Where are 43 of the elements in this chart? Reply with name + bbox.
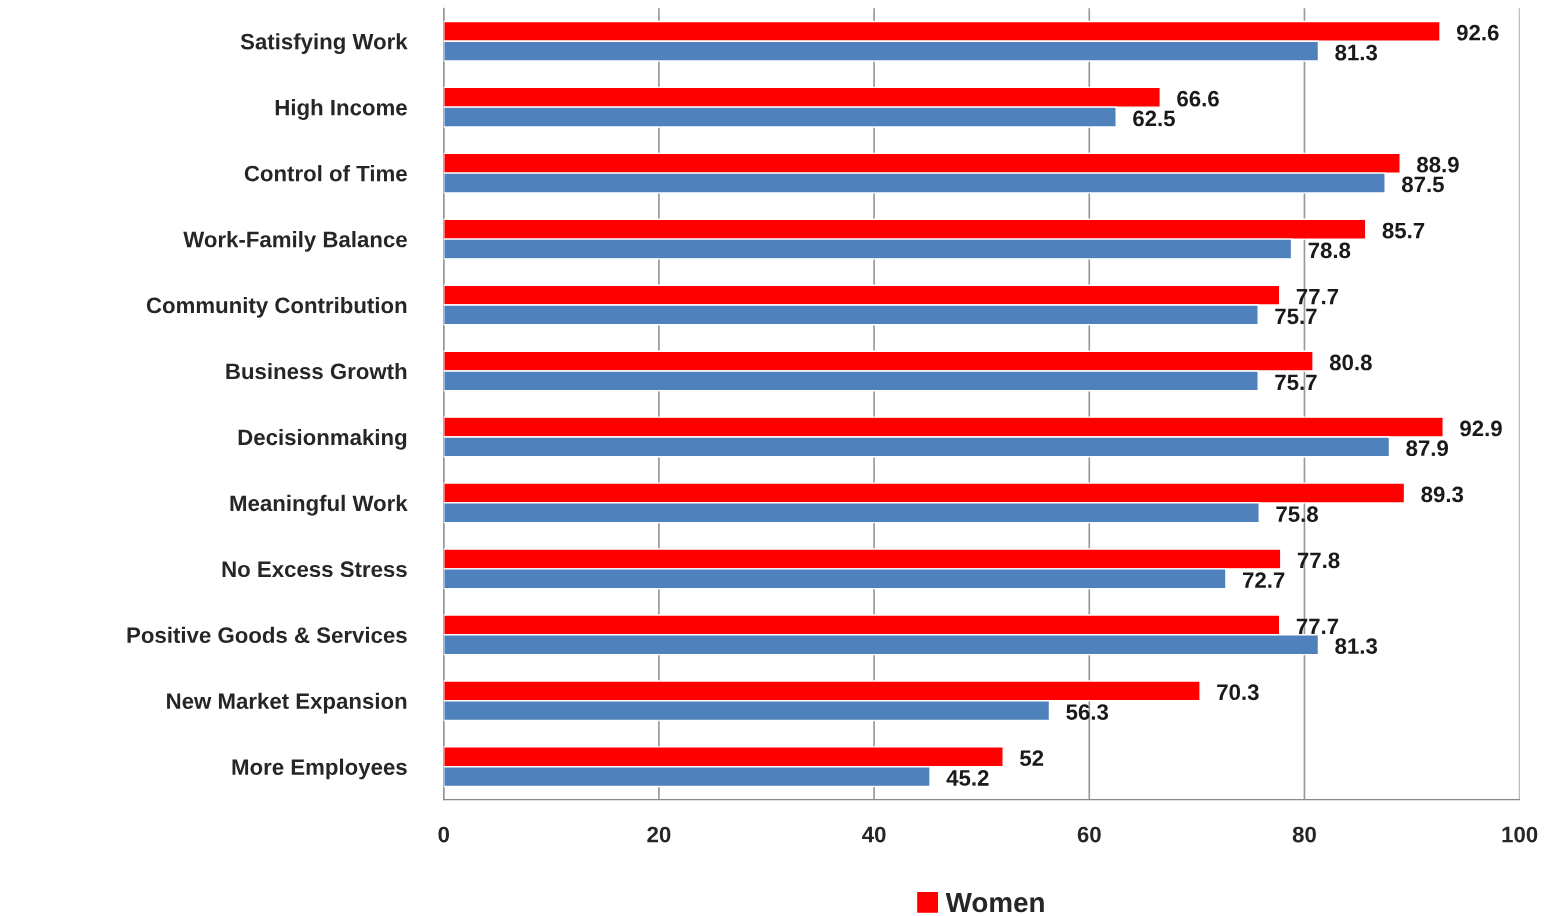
data-label: 77.8 <box>1297 552 1340 569</box>
data-label: 77.7 <box>1296 288 1339 305</box>
data-label: 72.7 <box>1243 572 1285 588</box>
data-label: 88.9 <box>1417 156 1459 173</box>
y-tick-label: Satisfying Work <box>240 33 408 54</box>
data-label: 87.5 <box>1401 176 1444 193</box>
y-tick-label: No Excess Stress <box>222 561 407 578</box>
data-label: 92.6 <box>1456 24 1499 41</box>
data-label: 45.2 <box>946 770 989 786</box>
y-tick-label: New Market Expansion <box>167 692 407 714</box>
data-label: 70.3 <box>1217 684 1259 701</box>
y-tick-label: Work-Family Balance <box>183 231 407 252</box>
x-tick-label: 40 <box>862 826 886 843</box>
y-tick-label: High Income <box>275 99 407 120</box>
legend-label: Women <box>945 892 1044 913</box>
data-label: 52 <box>1020 750 1044 767</box>
data-label: 56.3 <box>1066 704 1109 720</box>
x-tick-label: 100 <box>1502 826 1538 843</box>
data-label: 81.3 <box>1335 44 1378 61</box>
y-tick-label: Decisionmaking <box>238 428 407 450</box>
data-label: 87.9 <box>1406 440 1449 457</box>
x-tick-label: 60 <box>1077 826 1101 843</box>
x-tick-label: 80 <box>1292 826 1316 843</box>
y-tick-label: Positive Goods & Services <box>127 626 407 644</box>
data-label: 80.8 <box>1329 354 1372 371</box>
data-label: 66.6 <box>1177 90 1219 107</box>
data-label: 92.9 <box>1460 420 1502 437</box>
data-label: 85.7 <box>1382 222 1425 239</box>
y-tick-label: Control of Time <box>244 165 407 182</box>
data-label: 75.7 <box>1275 308 1317 325</box>
data-label: 75.8 <box>1276 506 1318 523</box>
data-label: 77.7 <box>1296 618 1339 634</box>
data-label: 78.8 <box>1308 242 1351 259</box>
data-label: 89.3 <box>1421 486 1464 503</box>
x-tick-label: 0 <box>438 826 450 843</box>
x-tick-label: 20 <box>647 826 671 843</box>
data-label: 75.7 <box>1275 374 1317 391</box>
y-tick-label: Meaningful Work <box>230 494 408 516</box>
data-label: 81.3 <box>1335 638 1378 654</box>
data-label: 62.5 <box>1133 110 1175 127</box>
y-tick-label: Business Growth <box>226 362 407 380</box>
y-tick-label: More Employees <box>232 758 407 780</box>
y-tick-label: Community Contribution <box>146 296 407 318</box>
